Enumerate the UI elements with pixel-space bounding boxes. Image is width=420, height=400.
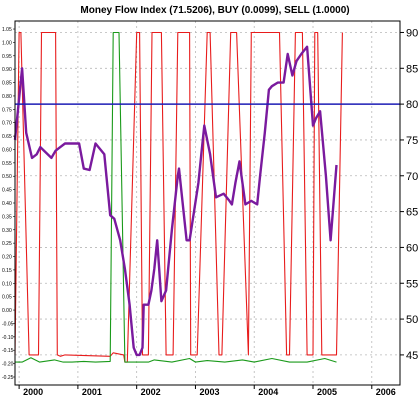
x-tick-label: 2001 bbox=[82, 387, 102, 397]
y-left-tick-label: 0.90 bbox=[2, 67, 12, 73]
y-right-tick-label: 70 bbox=[406, 171, 418, 183]
y-right-tick-label: 75 bbox=[406, 135, 418, 147]
tick-labels: 45 50 55 60 65 70 75 80 85 90 1.05 1.00 0.95 0.90 0.85… bbox=[2, 27, 418, 397]
axes bbox=[13, 20, 404, 389]
y-left-tick-label: 1.05 bbox=[2, 27, 12, 33]
series-line-1 bbox=[14, 31, 343, 363]
y-left-tick-label: -0.25 bbox=[2, 375, 14, 381]
series-line-2 bbox=[15, 31, 337, 363]
y-left-tick-label: 0.70 bbox=[2, 121, 12, 127]
y-left-tick-label: -0.05 bbox=[2, 321, 14, 327]
x-tick-label: 2003 bbox=[199, 387, 219, 397]
chart-title: Money Flow Index (71.5206), BUY (0.0099)… bbox=[80, 5, 349, 16]
y-left-tick-label: -0.15 bbox=[2, 348, 14, 354]
y-left-tick-label: 0.10 bbox=[2, 281, 12, 287]
y-left-tick-label: 1.00 bbox=[2, 40, 12, 46]
y-right-tick-label: 65 bbox=[406, 207, 418, 219]
y-left-tick-label: 0.95 bbox=[2, 54, 12, 60]
series-line-3 bbox=[13, 45, 338, 357]
y-left-tick-label: 0.55 bbox=[2, 161, 12, 167]
y-left-tick-label: 0.50 bbox=[2, 174, 12, 180]
y-left-tick-label: 0.85 bbox=[2, 81, 12, 87]
y-left-tick-label: 0.35 bbox=[2, 214, 12, 220]
y-left-tick-label: 0.75 bbox=[2, 107, 12, 113]
y-right-tick-label: 90 bbox=[406, 27, 418, 39]
x-tick-label: 2000 bbox=[23, 387, 43, 397]
y-left-tick-label: 0.20 bbox=[2, 255, 12, 261]
y-right-tick-label: 80 bbox=[406, 99, 418, 111]
x-tick-label: 2006 bbox=[376, 387, 396, 397]
y-left-tick-label: 0.30 bbox=[2, 228, 12, 234]
y-left-tick-label: 0.45 bbox=[2, 188, 12, 194]
series-layer bbox=[13, 31, 343, 363]
y-left-tick-label: 0.15 bbox=[2, 268, 12, 274]
y-left-tick-label: 0.00 bbox=[2, 308, 12, 314]
y-left-tick-label: 0.25 bbox=[2, 241, 12, 247]
y-left-tick-label: 0.60 bbox=[2, 147, 12, 153]
y-left-tick-label: 0.40 bbox=[2, 201, 12, 207]
y-right-tick-label: 60 bbox=[406, 242, 418, 254]
y-right-tick-label: 55 bbox=[406, 278, 418, 290]
x-tick-label: 2004 bbox=[258, 387, 278, 397]
y-right-tick-label: 50 bbox=[406, 314, 418, 326]
y-left-tick-label: 0.80 bbox=[2, 94, 12, 100]
y-left-tick-label: -0.10 bbox=[2, 335, 14, 341]
x-tick-label: 2002 bbox=[141, 387, 161, 397]
y-right-tick-label: 45 bbox=[406, 350, 418, 362]
y-right-tick-label: 85 bbox=[406, 63, 418, 75]
y-left-tick-label: 0.05 bbox=[2, 295, 12, 301]
y-left-tick-label: -0.20 bbox=[2, 362, 14, 368]
x-tick-label: 2005 bbox=[317, 387, 337, 397]
y-left-tick-label: 0.65 bbox=[2, 134, 12, 140]
